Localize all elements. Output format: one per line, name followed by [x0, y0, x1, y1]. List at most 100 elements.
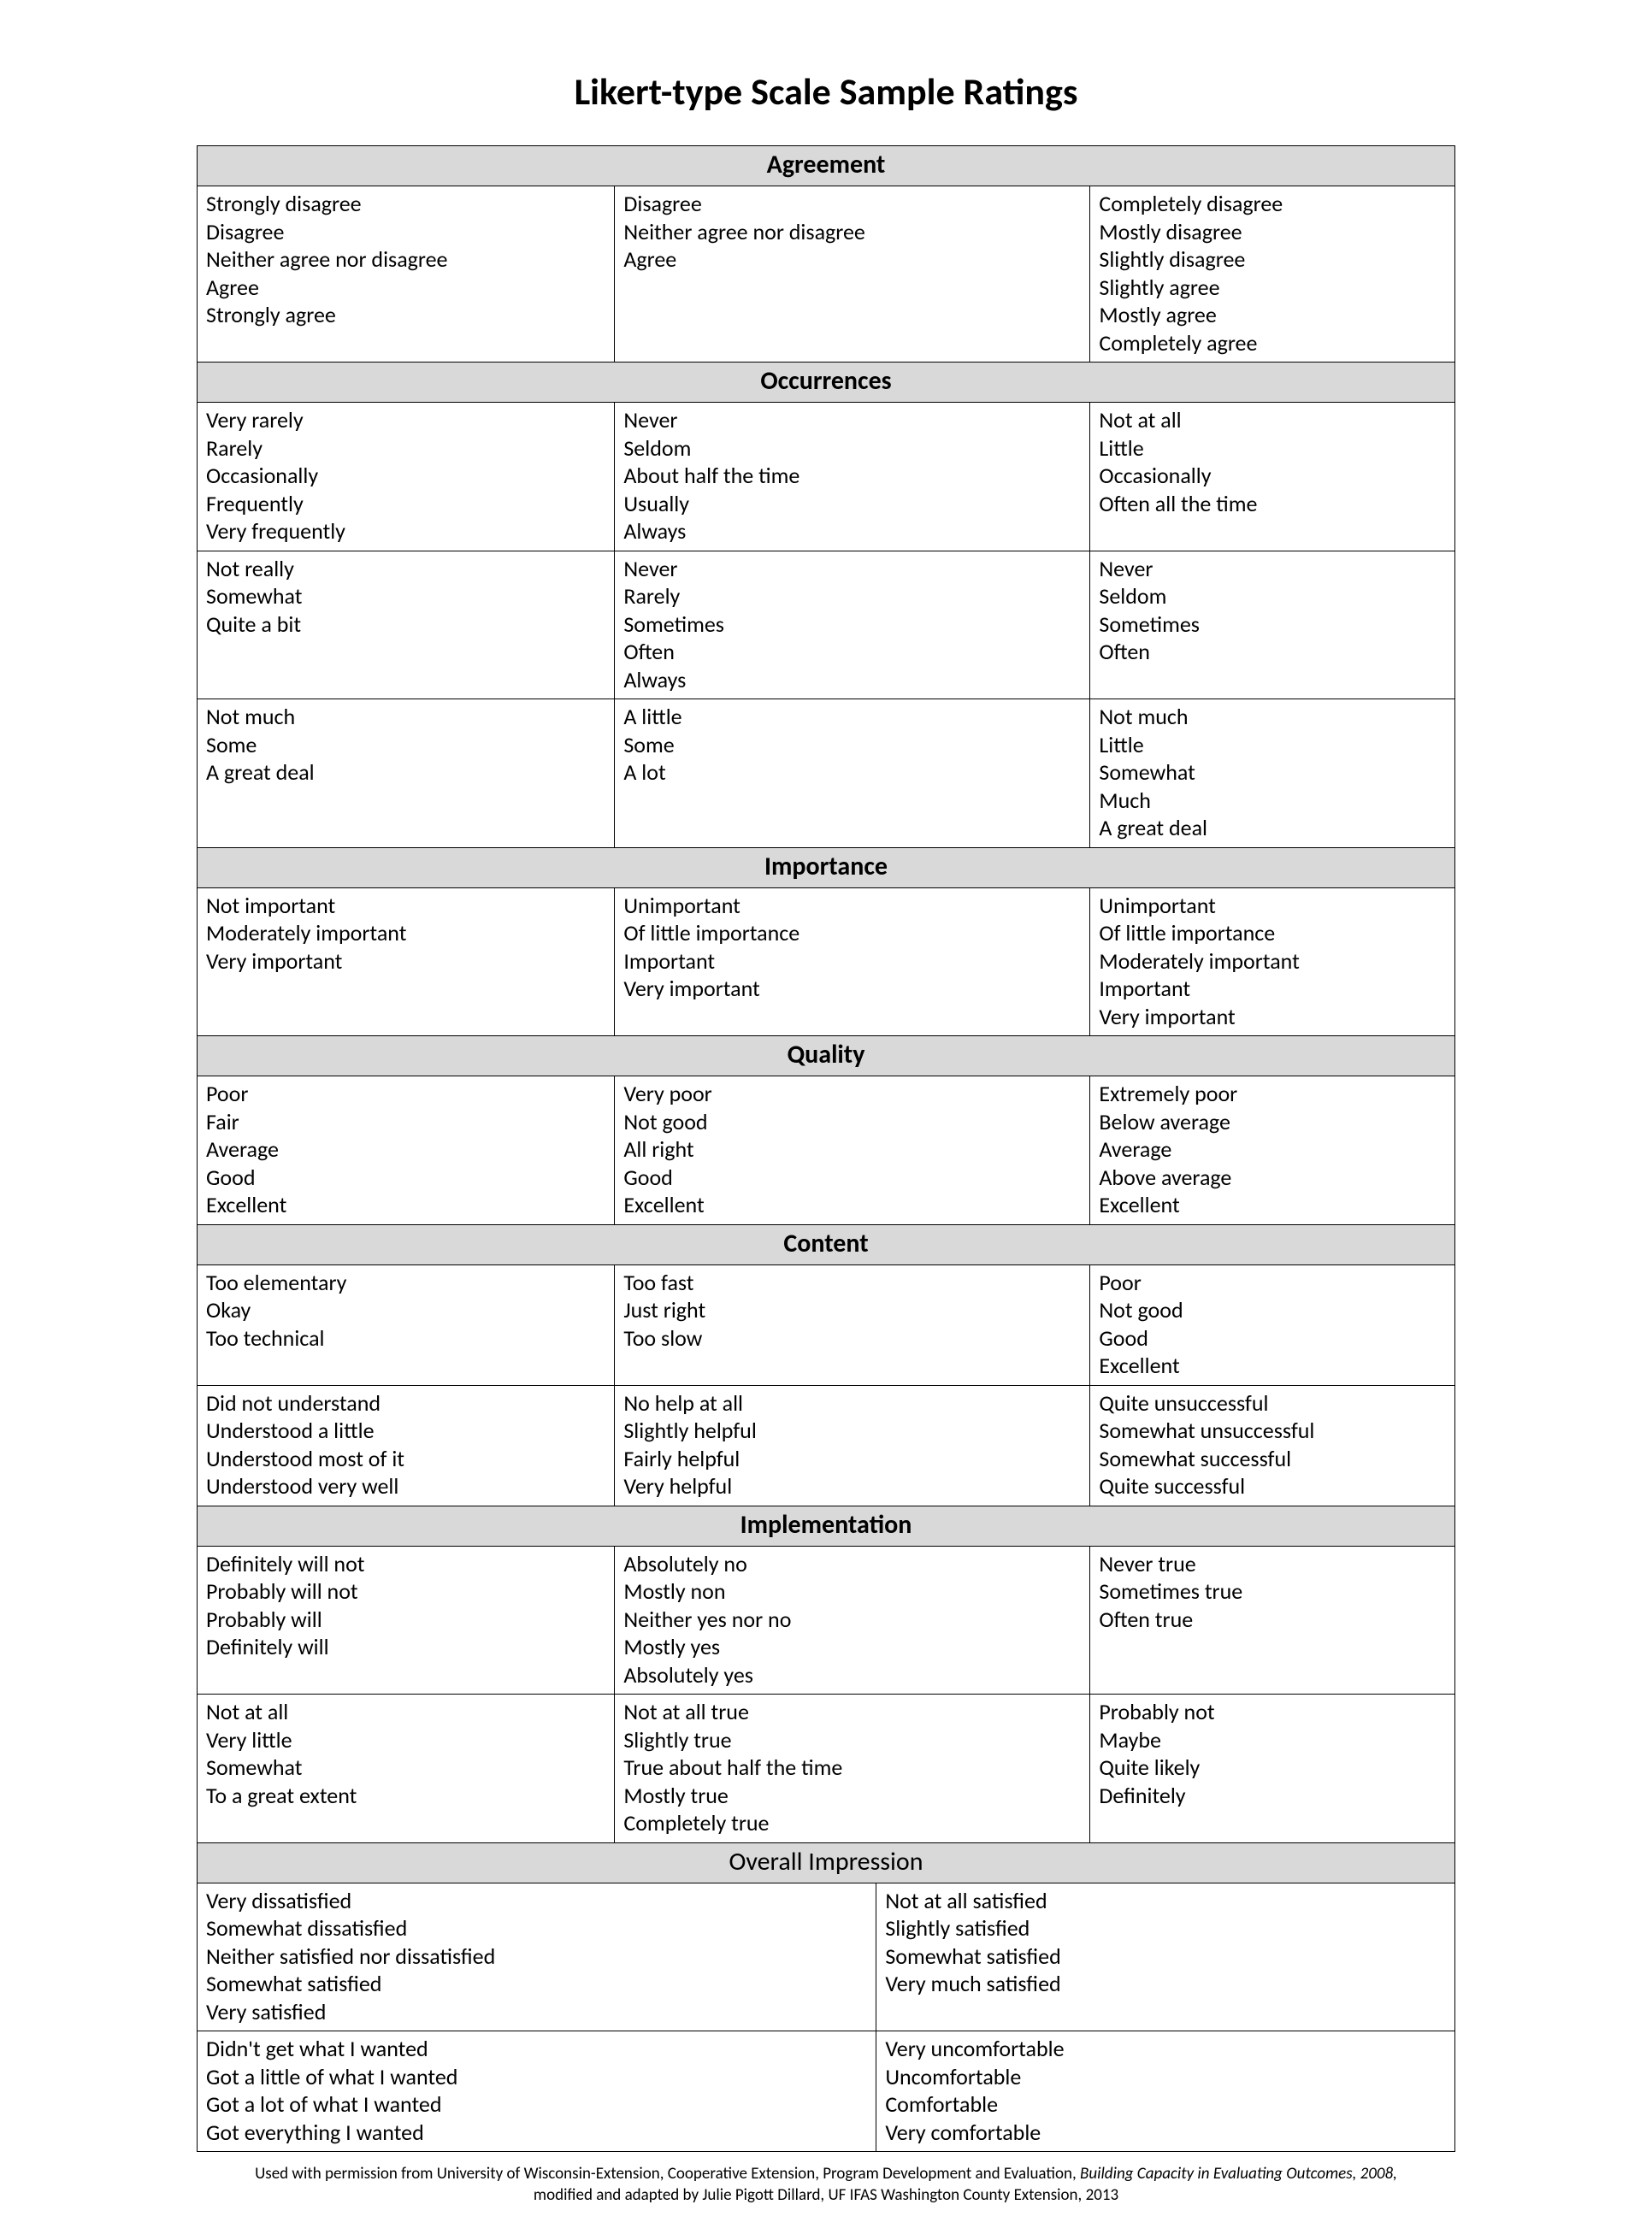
scale-option: Mostly true — [623, 1782, 1081, 1810]
scale-option: Got a little of what I wanted — [206, 2063, 867, 2091]
scale-option: Very uncomfortable — [885, 2035, 1446, 2063]
scale-option: Somewhat — [206, 582, 605, 610]
scale-option: Slightly true — [623, 1726, 1081, 1754]
attribution-line1-pre: Used with permission from University of … — [255, 2164, 1080, 2184]
scale-option: Good — [623, 1164, 1081, 1192]
scale-option: Of little importance — [1099, 919, 1446, 947]
scale-option: Somewhat successful — [1099, 1445, 1446, 1473]
section-header: Content — [198, 1224, 1455, 1264]
scale-option: Maybe — [1099, 1726, 1446, 1754]
scale-option: Got everything I wanted — [206, 2119, 867, 2147]
table-cell: Too elementaryOkayToo technical — [198, 1264, 615, 1385]
scale-option: A great deal — [1099, 814, 1446, 842]
scale-option: Somewhat dissatisfied — [206, 1914, 867, 1942]
scale-option: Rarely — [206, 434, 605, 463]
scale-option: Poor — [1099, 1269, 1446, 1297]
scale-option: No help at all — [623, 1389, 1081, 1418]
scale-option: Usually — [623, 490, 1081, 518]
scale-option: Too fast — [623, 1269, 1081, 1297]
scale-option: Very important — [206, 947, 605, 976]
scale-option: Often — [1099, 638, 1446, 666]
table-cell: Absolutely noMostly nonNeither yes nor n… — [615, 1546, 1090, 1695]
scale-option: Average — [1099, 1135, 1446, 1164]
scale-option: Somewhat unsuccessful — [1099, 1417, 1446, 1445]
scale-option: Sometimes — [623, 610, 1081, 639]
scale-option: Mostly agree — [1099, 301, 1446, 329]
scale-option: Agree — [206, 274, 605, 302]
scale-option: Of little importance — [623, 919, 1081, 947]
scale-option: Sometimes — [1099, 610, 1446, 639]
scale-option: Very poor — [623, 1080, 1081, 1108]
section-header: Overall Impression — [198, 1842, 1455, 1883]
scale-option: Some — [206, 731, 605, 759]
scale-option: Excellent — [1099, 1191, 1446, 1219]
scale-option: Neither satisfied nor dissatisfied — [206, 1942, 867, 1971]
table-cell: Extremely poorBelow averageAverageAbove … — [1090, 1076, 1455, 1225]
scale-option: Completely true — [623, 1809, 1081, 1837]
scale-option: Excellent — [1099, 1352, 1446, 1380]
scale-option: Very comfortable — [885, 2119, 1446, 2147]
scale-option: Not much — [1099, 703, 1446, 731]
scale-option: Too slow — [623, 1324, 1081, 1353]
scale-option: Completely agree — [1099, 329, 1446, 357]
page-title: Likert-type Scale Sample Ratings — [197, 68, 1455, 115]
scale-option: Didn't get what I wanted — [206, 2035, 867, 2063]
scale-option: Good — [206, 1164, 605, 1192]
scale-option: Completely disagree — [1099, 190, 1446, 218]
scale-option: Always — [623, 517, 1081, 545]
scale-option: All right — [623, 1135, 1081, 1164]
scale-option: Mostly non — [623, 1577, 1081, 1606]
scale-option: About half the time — [623, 462, 1081, 490]
table-cell: A littleSomeA lot — [615, 699, 1090, 848]
scale-option: Quite successful — [1099, 1472, 1446, 1500]
table-cell: NeverRarelySometimesOftenAlways — [615, 551, 1090, 699]
table-cell: PoorNot goodGoodExcellent — [1090, 1264, 1455, 1385]
scale-option: Not important — [206, 892, 605, 920]
table-cell: Not at allLittleOccasionallyOften all th… — [1090, 403, 1455, 551]
scale-option: Very rarely — [206, 406, 605, 434]
scale-option: Absolutely yes — [623, 1661, 1081, 1689]
scale-option: Never true — [1099, 1550, 1446, 1578]
scale-option: Above average — [1099, 1164, 1446, 1192]
scale-option: True about half the time — [623, 1754, 1081, 1782]
scale-option: Very important — [623, 975, 1081, 1003]
scale-option: Understood very well — [206, 1472, 605, 1500]
table-cell: Not muchSomeA great deal — [198, 699, 615, 848]
scale-option: Not at all true — [623, 1698, 1081, 1726]
section-header: Implementation — [198, 1506, 1455, 1546]
table-cell: No help at allSlightly helpfulFairly hel… — [615, 1385, 1090, 1506]
scale-option: Never — [623, 406, 1081, 434]
likert-table: AgreementStrongly disagreeDisagreeNeithe… — [197, 145, 1455, 2152]
scale-option: Moderately important — [1099, 947, 1446, 976]
scale-option: Little — [1099, 434, 1446, 463]
table-cell: Not at all satisfiedSlightly satisfiedSo… — [876, 1883, 1455, 2031]
table-cell: NeverSeldomAbout half the timeUsuallyAlw… — [615, 403, 1090, 551]
scale-option: Got a lot of what I wanted — [206, 2090, 867, 2119]
scale-option: Below average — [1099, 1108, 1446, 1136]
attribution-line1-italic: Building Capacity in Evaluating Outcomes… — [1080, 2164, 1397, 2184]
scale-option: Strongly disagree — [206, 190, 605, 218]
scale-option: Seldom — [1099, 582, 1446, 610]
scale-option: Probably not — [1099, 1698, 1446, 1726]
table-cell: Completely disagreeMostly disagreeSlight… — [1090, 186, 1455, 363]
scale-option: Much — [1099, 787, 1446, 815]
table-cell: Strongly disagreeDisagreeNeither agree n… — [198, 186, 615, 363]
scale-option: Excellent — [623, 1191, 1081, 1219]
scale-option: Somewhat — [206, 1754, 605, 1782]
scale-option: Important — [623, 947, 1081, 976]
scale-option: Seldom — [623, 434, 1081, 463]
section-header: Agreement — [198, 146, 1455, 186]
table-cell: Did not understandUnderstood a littleUnd… — [198, 1385, 615, 1506]
scale-option: Comfortable — [885, 2090, 1446, 2119]
scale-option: Probably will — [206, 1606, 605, 1634]
scale-option: Rarely — [623, 582, 1081, 610]
table-cell: Very dissatisfiedSomewhat dissatisfiedNe… — [198, 1883, 876, 2031]
scale-option: Mostly yes — [623, 1633, 1081, 1661]
scale-option: Somewhat — [1099, 758, 1446, 787]
scale-option: Average — [206, 1135, 605, 1164]
table-cell: Didn't get what I wantedGot a little of … — [198, 2031, 876, 2152]
attribution-text: Used with permission from University of … — [197, 2164, 1455, 2206]
scale-option: Often — [623, 638, 1081, 666]
scale-option: Understood a little — [206, 1417, 605, 1445]
scale-option: Important — [1099, 975, 1446, 1003]
